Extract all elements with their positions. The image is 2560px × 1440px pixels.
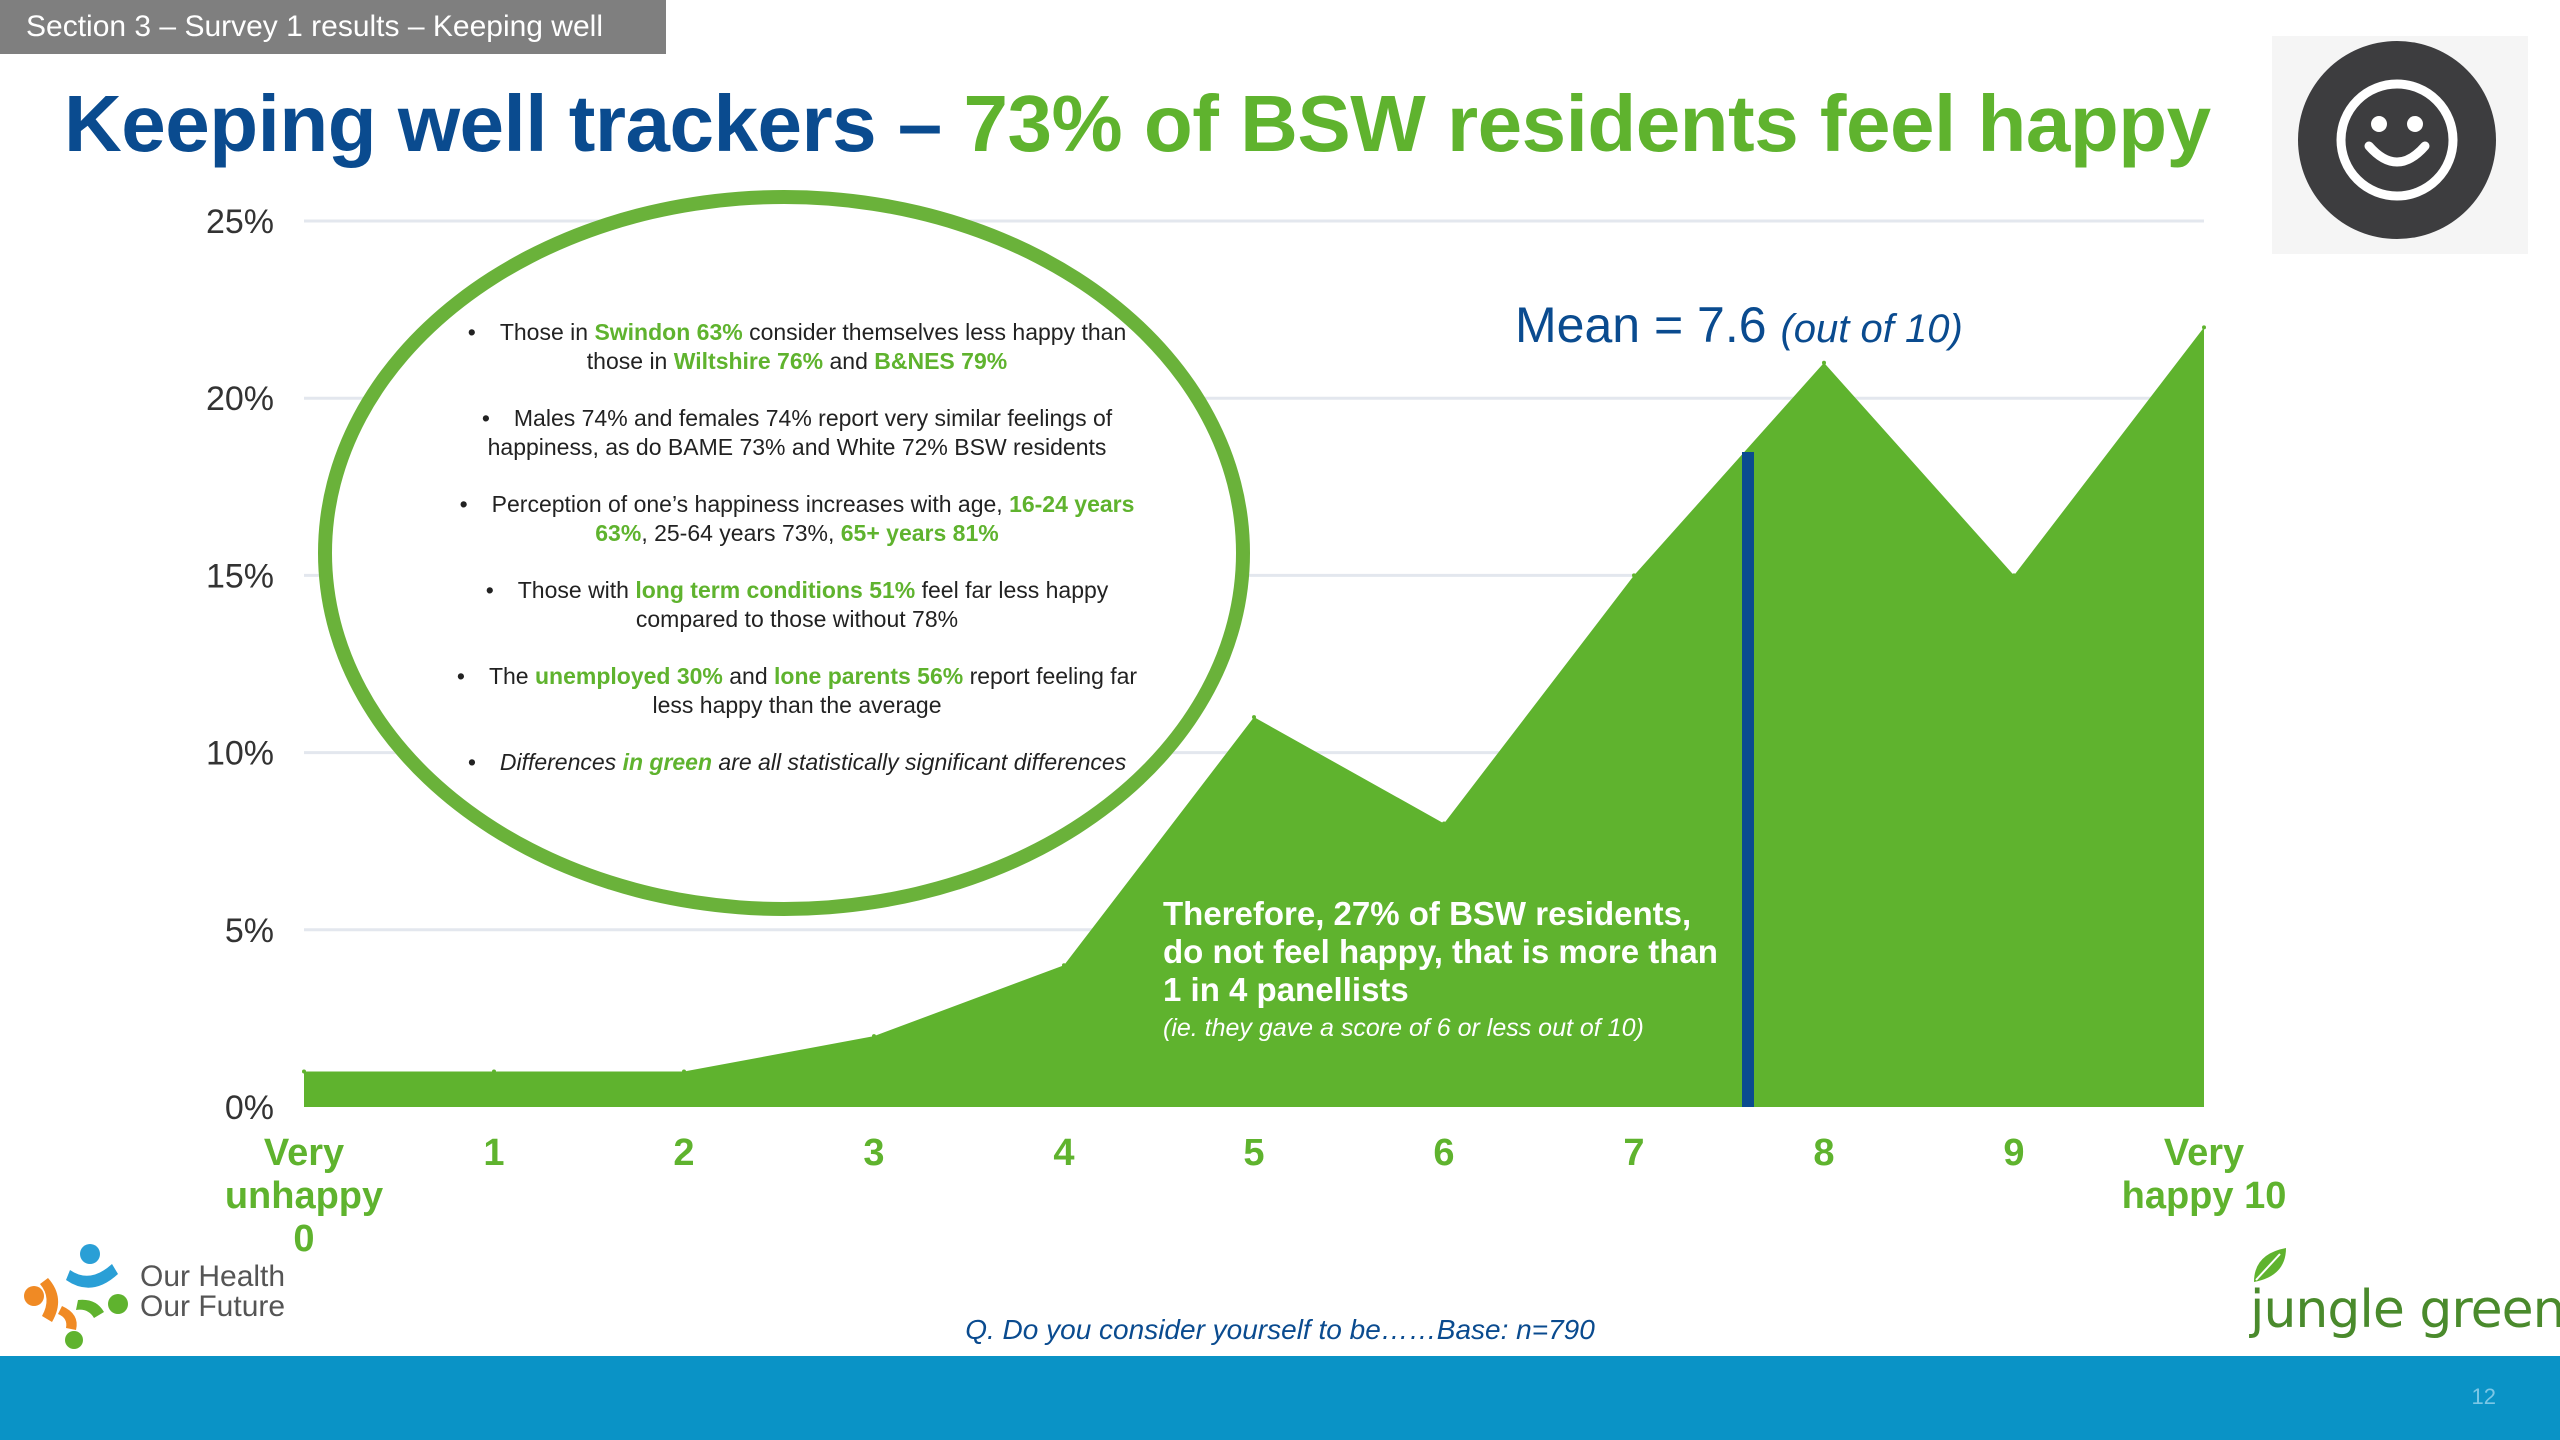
finding-highlight: unemployed 30% (534, 663, 723, 689)
finding-text: , 25-64 years 73%, (641, 520, 841, 546)
callout-main: Therefore, 27% of BSW residents, do not … (1163, 895, 1718, 1008)
finding-highlight: 16-24 years 63% (595, 491, 1135, 546)
x-tick-label-line: 6 (1433, 1132, 1454, 1174)
finding-highlight: 65+ years 81% (840, 520, 999, 546)
finding-highlight: Wiltshire 76% (673, 348, 824, 374)
smiley-face-icon (2272, 36, 2528, 254)
x-tick-label: Very unhappy 0 (225, 1132, 383, 1260)
finding-conditions: Those with long term conditions 51% feel… (452, 576, 1142, 634)
y-tick-label: 25% (206, 203, 274, 241)
data-point (682, 1069, 686, 1074)
mean-value: Mean = 7.6 (1515, 297, 1767, 353)
data-point (2202, 325, 2206, 330)
ohof-logo-text: Our Health Our Future (140, 1262, 285, 1322)
data-point (1252, 715, 1256, 720)
y-tick-label: 15% (206, 557, 274, 595)
x-tick-label: 7 (1623, 1132, 1644, 1174)
our-health-our-future-logo (22, 1240, 132, 1350)
jungle-green-logo-text: jungle green (2250, 1280, 2560, 1340)
x-tick-label: 6 (1433, 1132, 1454, 1174)
x-tick-label-line: 4 (1053, 1132, 1074, 1174)
x-tick-label-line: happy 10 (2122, 1175, 2287, 1217)
x-tick-label-line: Very (264, 1132, 344, 1174)
data-point (492, 1069, 496, 1074)
finding-significance-note: Differences in green are all statistical… (452, 748, 1142, 777)
data-point (1442, 821, 1446, 826)
page-title: Keeping well trackers – 73% of BSW resid… (64, 78, 2211, 170)
data-point (302, 1069, 306, 1074)
finding-text: Males 74% and females 74% report very si… (487, 405, 1113, 460)
data-point (2012, 573, 2016, 578)
finding-highlight: B&NES 79% (874, 348, 1008, 374)
x-tick-label: 3 (863, 1132, 884, 1174)
x-tick-label-line: 1 (483, 1132, 504, 1174)
callout-text: Therefore, 27% of BSW residents, do not … (1163, 895, 1723, 1045)
data-point (1062, 963, 1066, 968)
x-tick-label-line: 9 (2003, 1132, 2024, 1174)
finding-text: report feeling far less happy than the a… (652, 663, 1138, 718)
x-tick-label: 4 (1053, 1132, 1074, 1174)
x-tick-label: 1 (483, 1132, 504, 1174)
finding-text: consider themselves less happy than thos… (586, 319, 1127, 374)
x-tick-label: Very happy 10 (2122, 1132, 2287, 1217)
ohof-line2: Our Future (140, 1290, 286, 1323)
x-tick-label-line: 2 (673, 1132, 694, 1174)
finding-employment: The unemployed 30% and lone parents 56% … (452, 662, 1142, 720)
finding-highlight: lone parents 56% (774, 663, 964, 689)
jungle-green-leaf-logo (2248, 1244, 2292, 1288)
x-tick-label-line: 7 (1623, 1132, 1644, 1174)
x-tick-label: 9 (2003, 1132, 2024, 1174)
finding-gender: Males 74% and females 74% report very si… (452, 404, 1142, 462)
y-tick-label: 20% (206, 380, 274, 418)
ohof-line1: Our Health (140, 1260, 286, 1293)
x-tick-label-line: unhappy (225, 1175, 383, 1217)
y-tick-label: 0% (225, 1089, 274, 1127)
data-point (1632, 573, 1636, 578)
finding-text: Those with (517, 577, 636, 603)
y-tick-label: 10% (206, 735, 274, 773)
data-point (1822, 360, 1826, 365)
finding-text: feel far less happy compared to those wi… (635, 577, 1109, 632)
survey-question: Q. Do you consider yourself to be……Base:… (965, 1314, 1595, 1345)
finding-highlight: Swindon 63% (594, 319, 743, 345)
finding-text: Those in (499, 319, 595, 345)
finding-text: are all statistically significant differ… (712, 749, 1127, 775)
finding-text: Perception of one’s happiness increases … (491, 491, 1010, 517)
finding-highlight: long term conditions 51% (635, 577, 916, 603)
x-tick-label: 8 (1813, 1132, 1834, 1174)
x-tick-label-line: 3 (863, 1132, 884, 1174)
x-tick-label-line: 8 (1813, 1132, 1834, 1174)
finding-highlight: in green (622, 749, 713, 775)
finding-text: Differences (499, 749, 623, 775)
x-tick-label: 2 (673, 1132, 694, 1174)
finding-age: Perception of one’s happiness increases … (452, 490, 1142, 548)
key-findings-list: Those in Swindon 63% consider themselves… (452, 318, 1142, 805)
finding-text: and (722, 663, 775, 689)
y-tick-label: 5% (225, 912, 274, 950)
finding-text: and (823, 348, 875, 374)
callout-note: (ie. they gave a score of 6 or less out … (1163, 1014, 1644, 1042)
page-number: 12 (2471, 1384, 2496, 1409)
section-label: Section 3 – Survey 1 results – Keeping w… (0, 0, 666, 54)
x-tick-label: 5 (1243, 1132, 1264, 1174)
x-tick-label-line: 5 (1243, 1132, 1264, 1174)
finding-area: Those in Swindon 63% consider themselves… (452, 318, 1142, 376)
bottom-bar: 12 (0, 1356, 2560, 1440)
x-tick-label-line: Very (2164, 1132, 2244, 1174)
x-tick-label-line: 0 (293, 1218, 314, 1260)
finding-text: The (488, 663, 535, 689)
mean-label: Mean = 7.6 (out of 10) (1515, 296, 1963, 354)
mean-subtitle: (out of 10) (1780, 307, 1963, 351)
data-point (872, 1034, 876, 1039)
title-highlight: 73% of BSW residents feel happy (963, 79, 2212, 168)
title-main: Keeping well trackers – (64, 79, 964, 168)
